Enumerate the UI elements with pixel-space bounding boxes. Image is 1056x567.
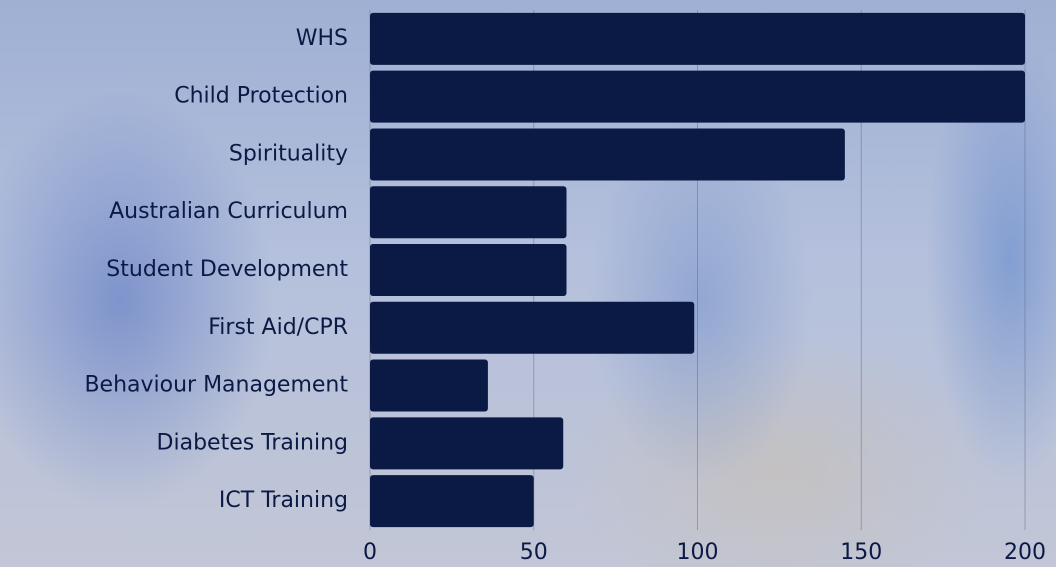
bar: [370, 186, 567, 239]
y-tick-label: First Aid/CPR: [208, 315, 348, 340]
bar: [370, 301, 695, 354]
bar: [370, 359, 488, 412]
x-tick-label: 50: [520, 540, 548, 565]
bar: [370, 417, 564, 470]
bar: [370, 70, 1025, 123]
y-tick-label: Spirituality: [229, 141, 348, 166]
bar: [370, 128, 845, 181]
bar: [370, 244, 567, 296]
y-tick-label: Australian Curriculum: [109, 199, 348, 224]
x-tick-label: 150: [840, 540, 882, 565]
y-tick-label: Diabetes Training: [157, 430, 348, 455]
y-tick-label: Behaviour Management: [84, 373, 348, 398]
x-tick-label: 200: [1004, 540, 1046, 565]
y-tick-label: WHS: [296, 26, 348, 51]
bar: [370, 12, 1025, 65]
bar: [370, 475, 534, 528]
x-tick-label: 100: [677, 540, 719, 565]
y-tick-label: ICT Training: [219, 488, 348, 513]
y-tick-label: Student Development: [106, 257, 348, 282]
y-tick-label: Child Protection: [174, 84, 348, 109]
x-tick-label: 0: [363, 540, 377, 565]
